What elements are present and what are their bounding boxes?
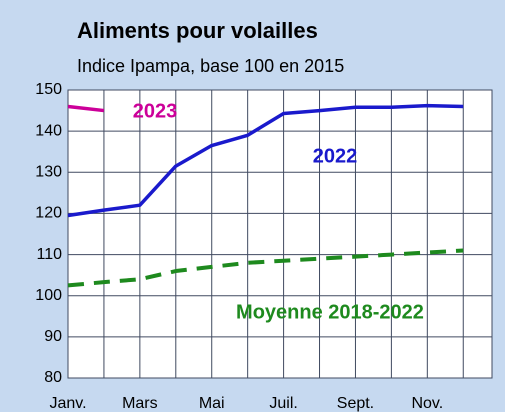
series-line [67, 103, 464, 218]
y-tick-label: 80 [44, 369, 62, 386]
series-line [67, 248, 464, 288]
plot-border [67, 89, 493, 379]
x-tick-label: Sept. [337, 395, 374, 412]
series-label: 2022 [313, 145, 358, 167]
series-label: 2023 [133, 100, 178, 122]
series-line [67, 104, 105, 113]
x-tick-label: Mai [199, 395, 225, 412]
y-tick-label: 110 [36, 246, 62, 263]
plot-area [68, 90, 492, 378]
x-tick-label: Juil. [269, 395, 297, 412]
y-tick-label: 120 [35, 205, 62, 222]
series-label: Moyenne 2018-2022 [236, 301, 424, 323]
chart-title: Aliments pour volailles [77, 18, 318, 43]
y-tick-label: 130 [35, 164, 62, 181]
y-tick-label: 140 [35, 122, 62, 139]
x-tick-label: Nov. [411, 395, 443, 412]
y-tick-label: 150 [35, 81, 62, 98]
chart-subtitle: Indice Ipampa, base 100 en 2015 [77, 56, 344, 76]
x-tick-label: Janv. [49, 395, 86, 412]
y-tick-label: 90 [44, 328, 62, 345]
y-tick-label: 100 [35, 287, 62, 304]
x-tick-label: Mars [122, 395, 158, 412]
